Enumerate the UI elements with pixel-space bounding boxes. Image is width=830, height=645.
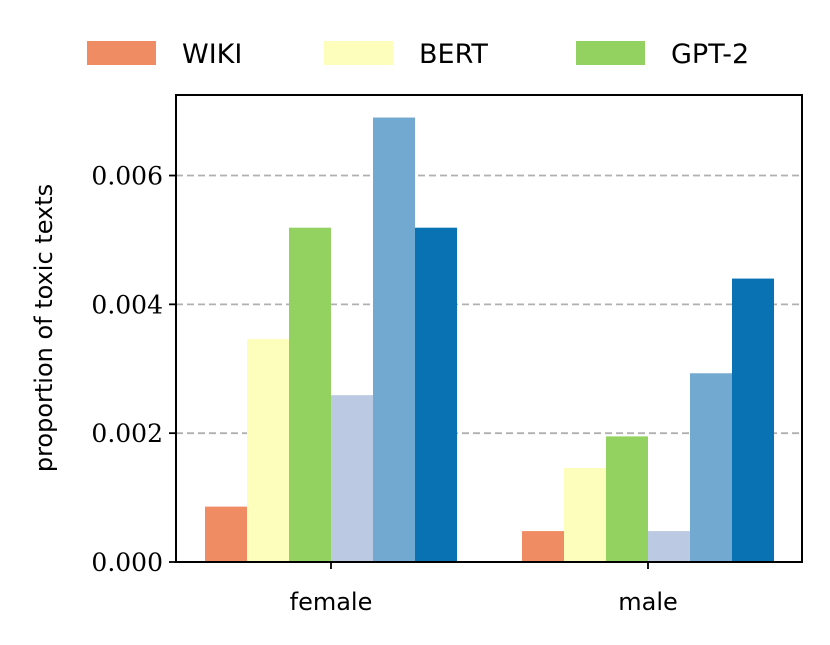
x-axis-ticks: female male xyxy=(290,562,678,616)
legend-swatch-gpt-2 xyxy=(576,41,645,65)
bar-female-series-4 xyxy=(331,395,373,562)
y-tick-label: 0.006 xyxy=(91,162,163,191)
x-tick-label: male xyxy=(618,588,678,616)
bar-male-series-6 xyxy=(732,278,774,562)
legend: WIKI BERT GPT-2 xyxy=(87,39,749,70)
y-axis-label: proportion of toxic texts xyxy=(30,184,58,472)
bar-female-series-6 xyxy=(415,227,457,562)
legend-label-bert: BERT xyxy=(419,39,488,70)
bars xyxy=(205,117,774,562)
bar-male-wiki xyxy=(522,531,564,562)
legend-swatch-bert xyxy=(324,41,393,65)
bar-male-series-5 xyxy=(690,373,732,562)
bar-female-series-5 xyxy=(373,117,415,562)
bar-male-bert xyxy=(564,467,606,562)
bar-female-gpt-2 xyxy=(289,227,331,562)
plot-frame xyxy=(175,94,803,563)
legend-label-gpt-2: GPT-2 xyxy=(671,39,749,70)
legend-swatch-wiki xyxy=(87,41,156,65)
y-tick-label: 0.002 xyxy=(91,419,163,448)
y-tick-label: 0.004 xyxy=(91,290,163,319)
y-axis-ticks: 0.000 0.002 0.004 0.006 xyxy=(91,162,176,577)
x-tick-label: female xyxy=(290,588,373,616)
legend-label-wiki: WIKI xyxy=(182,39,242,70)
bar-female-wiki xyxy=(205,506,247,562)
y-tick-label: 0.000 xyxy=(91,548,163,577)
bar-male-gpt-2 xyxy=(606,436,648,562)
bar-male-series-4 xyxy=(648,531,690,562)
bar-female-bert xyxy=(247,339,289,562)
